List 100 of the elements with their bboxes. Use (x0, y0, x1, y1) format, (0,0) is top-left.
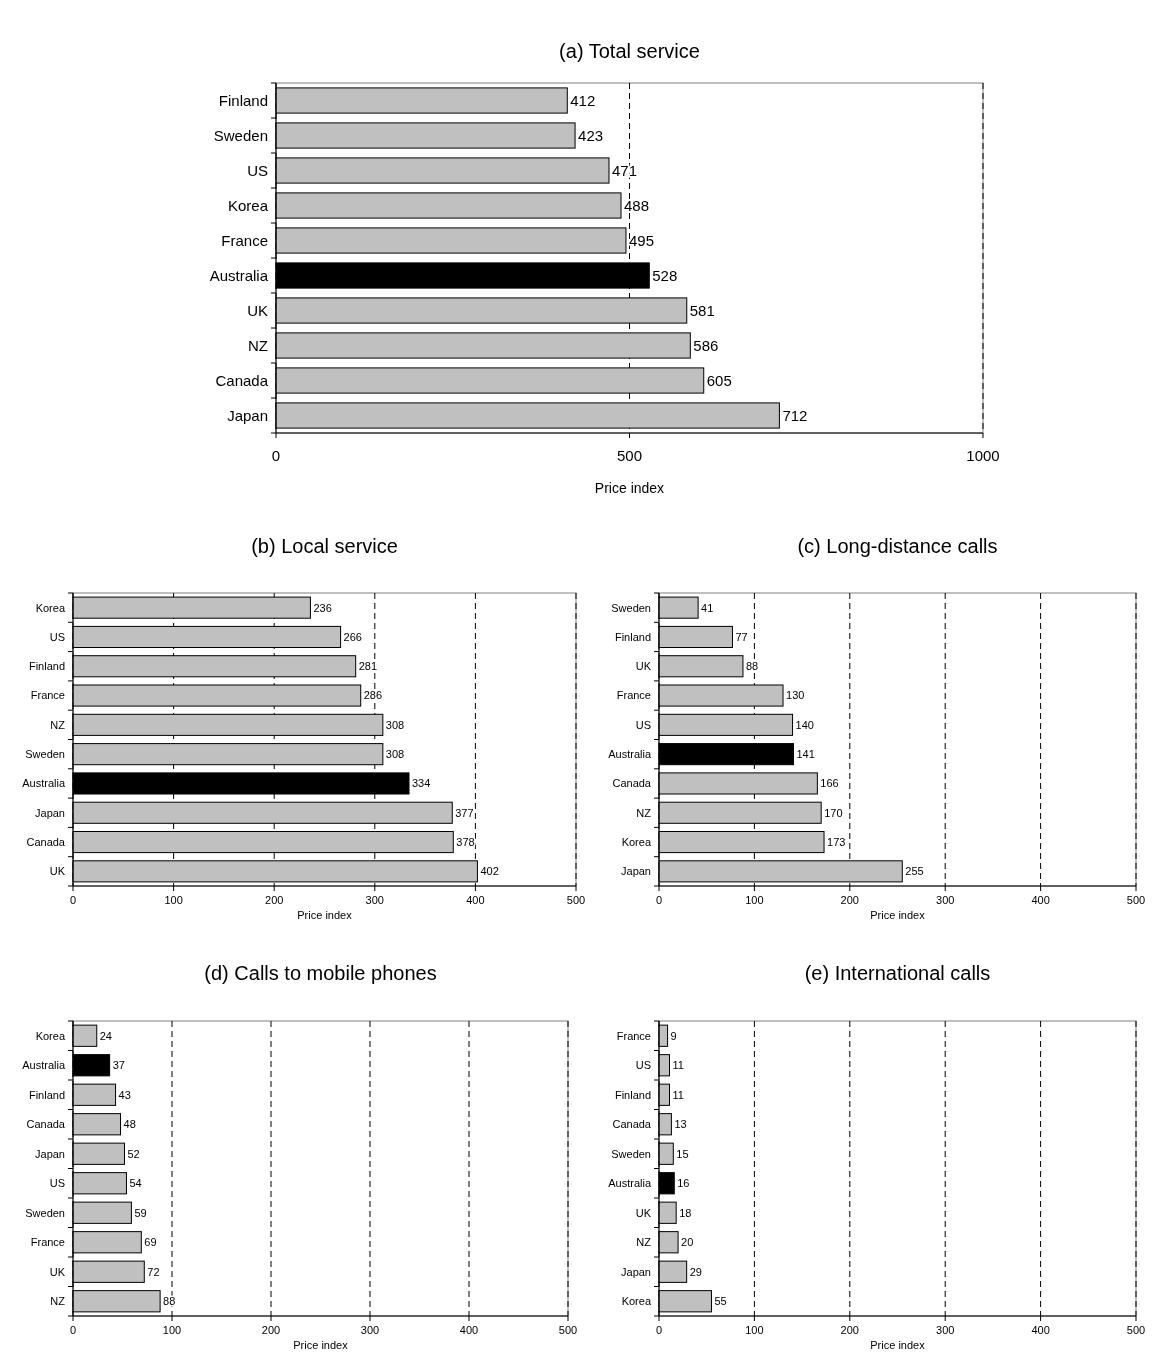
data-label: 11 (672, 1088, 684, 1101)
x-tick-label: 400 (1031, 1324, 1050, 1336)
data-label: 377 (455, 806, 474, 819)
data-label: 141 (796, 748, 815, 760)
y-tick-label: Finland (614, 1088, 651, 1101)
chart-title: (a) Total service (559, 40, 700, 62)
data-label: 15 (676, 1147, 689, 1160)
data-label: 236 (313, 601, 332, 614)
data-label: 586 (693, 336, 719, 354)
y-tick-label: NZ (248, 336, 268, 354)
x-tick-label: 100 (164, 894, 183, 906)
y-tick-label: NZ (50, 1295, 66, 1308)
x-tick-label: 500 (1126, 1324, 1146, 1336)
data-label: 52 (127, 1147, 140, 1160)
x-tick-label: 500 (558, 1324, 578, 1336)
y-tick-label: Australia (608, 1177, 652, 1190)
y-tick-label: Korea (621, 1295, 652, 1308)
y-tick-label: France (30, 689, 65, 702)
y-tick-label: NZ (636, 1236, 652, 1249)
y-tick-label: UK (635, 1206, 652, 1219)
y-tick-label: Sweden (25, 748, 65, 760)
y-tick-label: Japan (227, 406, 268, 424)
x-tick-label: 200 (840, 894, 859, 906)
data-label: 495 (628, 231, 654, 249)
data-label: 48 (123, 1118, 136, 1131)
y-tick-label: Canada (612, 1118, 652, 1131)
y-tick-label: Finland (218, 91, 268, 109)
x-axis-title: Price index (870, 909, 926, 921)
y-tick-label: NZ (50, 718, 66, 731)
x-tick-label: 500 (566, 894, 586, 906)
data-label: 69 (144, 1236, 157, 1249)
data-label: 9 (670, 1029, 677, 1042)
y-tick-label: Australia (209, 266, 269, 284)
data-label: 54 (129, 1177, 142, 1190)
x-tick-label: 0 (69, 894, 77, 906)
x-tick-label: 200 (840, 1324, 859, 1336)
y-tick-label: Canada (26, 835, 66, 848)
x-tick-label: 300 (360, 1324, 380, 1336)
y-tick-label: US (49, 1177, 65, 1190)
x-tick-label: 400 (1031, 894, 1050, 906)
x-tick-label: 200 (265, 894, 284, 906)
y-tick-label: NZ (636, 806, 652, 819)
data-label: 43 (118, 1088, 131, 1101)
y-tick-label: Finland (614, 630, 651, 643)
y-tick-label: US (247, 161, 268, 179)
y-tick-label: Australia (608, 748, 652, 760)
data-label: 581 (689, 301, 715, 319)
y-tick-label: Korea (35, 601, 66, 614)
y-tick-label: Australia (22, 777, 66, 790)
x-tick-label: 0 (271, 447, 281, 464)
y-tick-label: Sweden (213, 126, 268, 144)
data-label: 528 (652, 266, 678, 284)
data-label: 170 (824, 806, 843, 819)
data-label: 88 (163, 1295, 176, 1308)
data-label: 334 (412, 777, 431, 790)
data-label: 24 (99, 1029, 113, 1042)
y-tick-label: Canada (215, 371, 269, 389)
y-tick-label: Korea (621, 835, 652, 848)
data-label: 140 (795, 718, 814, 731)
data-label: 41 (701, 601, 714, 614)
data-label: 488 (624, 196, 650, 214)
data-label: 130 (786, 689, 805, 702)
y-tick-label: US (49, 630, 65, 643)
chart-title: (b) Local service (251, 535, 398, 557)
data-label: 77 (735, 630, 748, 643)
x-axis-title: Price index (594, 480, 665, 496)
x-tick-label: 400 (466, 894, 485, 906)
x-axis-title: Price index (293, 1339, 349, 1351)
y-tick-label: Sweden (611, 601, 651, 614)
x-tick-label: 400 (459, 1324, 479, 1336)
chart-title: (d) Calls to mobile phones (204, 962, 437, 984)
y-tick-label: Finland (28, 660, 65, 673)
data-label: 308 (385, 748, 405, 760)
y-tick-label: Canada (612, 777, 652, 790)
y-tick-label: Korea (35, 1029, 66, 1042)
x-tick-label: 1000 (966, 447, 1000, 464)
data-label: 308 (385, 718, 405, 731)
x-tick-label: 0 (655, 1324, 663, 1336)
y-tick-label: Sweden (611, 1147, 651, 1160)
data-label: 412 (570, 91, 596, 109)
y-tick-label: UK (49, 1265, 66, 1278)
x-tick-label: 0 (69, 1324, 77, 1336)
y-tick-label: US (635, 718, 651, 731)
x-tick-label: 100 (745, 1324, 764, 1336)
x-tick-label: 300 (365, 894, 384, 906)
data-label: 88 (745, 660, 759, 673)
y-tick-label: UK (49, 865, 66, 878)
y-tick-label: France (616, 1029, 651, 1042)
x-tick-label: 0 (655, 894, 663, 906)
x-tick-label: 500 (616, 447, 643, 464)
data-label: 166 (820, 777, 839, 790)
x-tick-label: 300 (936, 894, 955, 906)
data-label: 72 (147, 1265, 160, 1278)
data-label: 20 (681, 1236, 694, 1249)
x-tick-label: 200 (261, 1324, 281, 1336)
y-tick-label: Australia (22, 1059, 66, 1072)
y-tick-label: France (30, 1236, 65, 1249)
y-tick-label: UK (247, 301, 268, 319)
y-tick-label: Sweden (25, 1206, 65, 1219)
y-tick-label: US (635, 1059, 651, 1072)
